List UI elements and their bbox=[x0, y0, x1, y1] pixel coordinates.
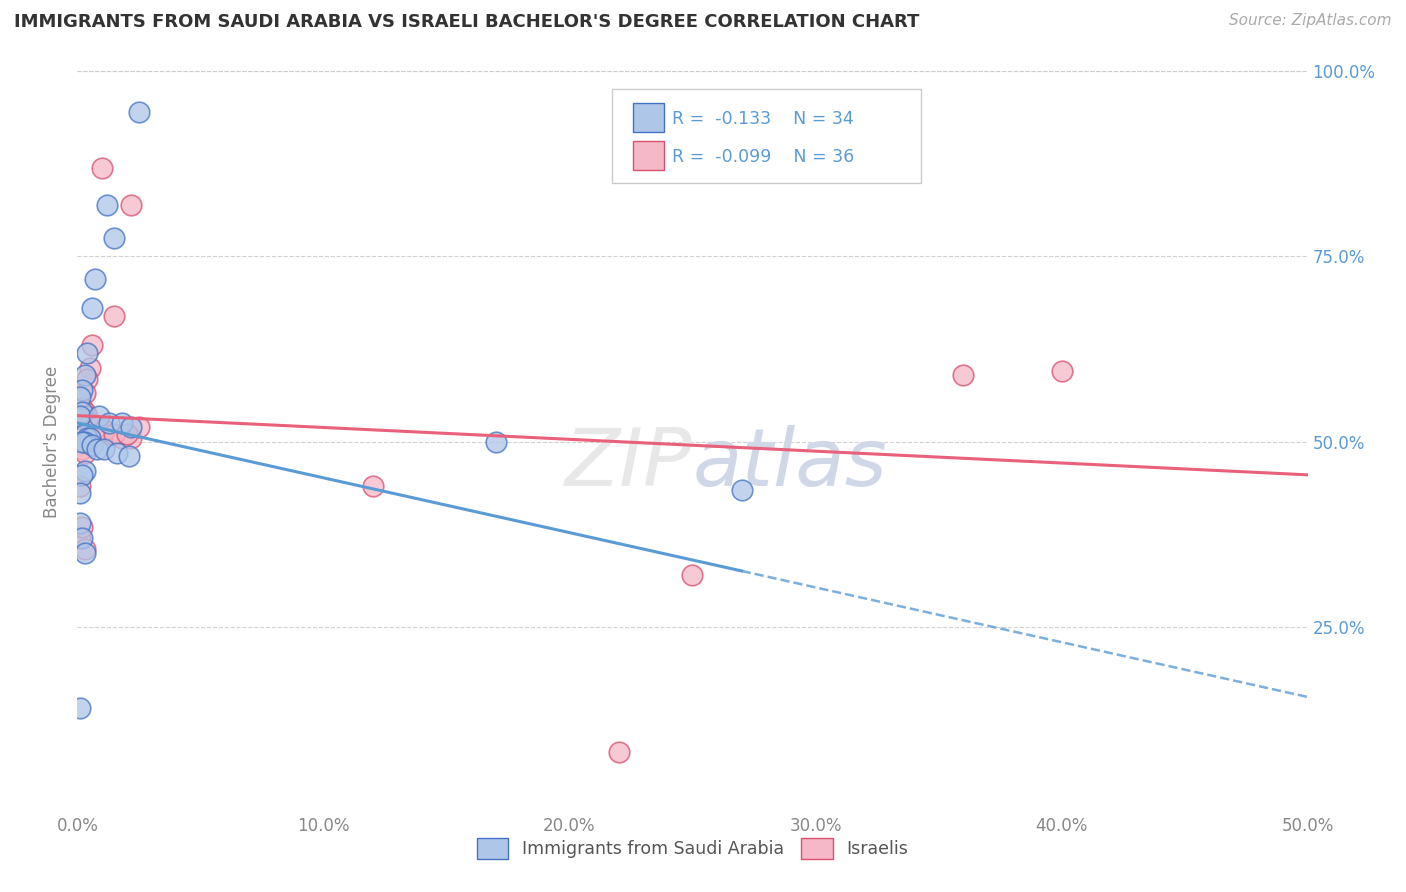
Point bbox=[73, 368, 96, 382]
Point bbox=[121, 431, 143, 445]
Point bbox=[98, 416, 121, 430]
Point bbox=[111, 431, 132, 445]
Point bbox=[76, 371, 98, 385]
Point bbox=[70, 405, 93, 419]
Point bbox=[76, 431, 98, 445]
Point bbox=[115, 427, 138, 442]
Point bbox=[70, 434, 93, 449]
Point bbox=[79, 360, 101, 375]
Point bbox=[607, 746, 630, 760]
Text: R =  -0.099    N = 36: R = -0.099 N = 36 bbox=[672, 148, 855, 166]
Point bbox=[89, 409, 111, 423]
Point bbox=[361, 479, 384, 493]
Point bbox=[79, 416, 101, 430]
Point bbox=[70, 467, 93, 482]
Point bbox=[105, 445, 128, 459]
Point bbox=[128, 419, 150, 434]
Point bbox=[731, 483, 754, 497]
Point bbox=[96, 197, 118, 211]
Point bbox=[82, 338, 104, 352]
Text: R =  -0.133    N = 34: R = -0.133 N = 34 bbox=[672, 110, 853, 128]
Point bbox=[682, 567, 704, 582]
Point bbox=[76, 345, 98, 359]
Point bbox=[73, 541, 96, 556]
Point bbox=[70, 416, 93, 430]
Point bbox=[69, 438, 91, 452]
Point bbox=[69, 486, 91, 500]
Point bbox=[73, 464, 96, 478]
Point bbox=[73, 386, 96, 401]
Point bbox=[90, 161, 114, 175]
Point bbox=[69, 531, 91, 545]
Point bbox=[86, 424, 108, 438]
Point bbox=[73, 445, 96, 459]
Point bbox=[76, 409, 98, 423]
Point bbox=[96, 427, 118, 442]
Point bbox=[93, 424, 115, 438]
Text: ZIP: ZIP bbox=[565, 425, 693, 503]
Point bbox=[69, 516, 91, 530]
Point bbox=[82, 438, 104, 452]
Point bbox=[118, 450, 141, 464]
Point bbox=[70, 519, 93, 533]
Point bbox=[103, 231, 125, 245]
Point bbox=[73, 405, 96, 419]
Text: atlas: atlas bbox=[693, 425, 887, 503]
Point bbox=[1050, 364, 1073, 378]
Point bbox=[70, 442, 93, 456]
Point bbox=[952, 368, 974, 382]
Point bbox=[73, 427, 96, 442]
Point bbox=[86, 419, 108, 434]
Point bbox=[70, 412, 93, 426]
Point bbox=[73, 434, 96, 449]
Point bbox=[111, 416, 132, 430]
Point bbox=[121, 197, 143, 211]
Text: IMMIGRANTS FROM SAUDI ARABIA VS ISRAELI BACHELOR'S DEGREE CORRELATION CHART: IMMIGRANTS FROM SAUDI ARABIA VS ISRAELI … bbox=[14, 13, 920, 31]
Point bbox=[103, 427, 125, 442]
Text: Source: ZipAtlas.com: Source: ZipAtlas.com bbox=[1229, 13, 1392, 29]
Point bbox=[69, 390, 91, 404]
Point bbox=[93, 442, 115, 456]
Point bbox=[73, 546, 96, 560]
Point bbox=[86, 442, 108, 456]
Point bbox=[69, 479, 91, 493]
Legend: Immigrants from Saudi Arabia, Israelis: Immigrants from Saudi Arabia, Israelis bbox=[470, 831, 915, 866]
Point bbox=[69, 409, 91, 423]
Point bbox=[69, 424, 91, 438]
Point bbox=[121, 419, 143, 434]
Point bbox=[103, 309, 125, 323]
Point bbox=[70, 531, 93, 545]
Point bbox=[70, 401, 93, 416]
Point bbox=[128, 105, 150, 120]
Y-axis label: Bachelor's Degree: Bachelor's Degree bbox=[44, 366, 62, 517]
Point bbox=[79, 431, 101, 445]
Point bbox=[83, 271, 105, 285]
Point bbox=[485, 434, 508, 449]
Point bbox=[69, 409, 91, 423]
Point bbox=[69, 701, 91, 715]
Point bbox=[70, 383, 93, 397]
Point bbox=[82, 301, 104, 316]
